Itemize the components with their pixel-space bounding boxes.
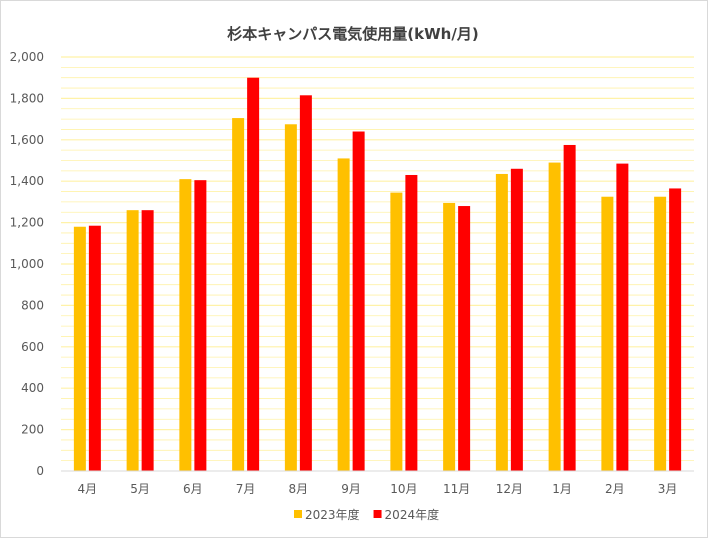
x-tick-label: 6月 (183, 482, 203, 496)
bar-2023年度-9月 (337, 158, 350, 471)
y-tick-label: 600 (21, 340, 44, 354)
gridlines (61, 56, 694, 462)
bars (73, 77, 682, 472)
chart-title: 杉本キャンパス電気使用量(kWh/月) (227, 25, 478, 43)
bar-2023年度-12月 (495, 173, 508, 471)
x-tick-label: 7月 (236, 482, 256, 496)
x-tick-label: 4月 (78, 482, 98, 496)
y-tick-label: 200 (21, 423, 44, 437)
x-tick-label: 8月 (289, 482, 309, 496)
legend-label: 2023年度 (305, 507, 360, 522)
bar-2023年度-1月 (548, 162, 561, 471)
y-tick-label: 1,400 (10, 174, 44, 188)
legend-label: 2024年度 (385, 507, 440, 522)
bar-2023年度-5月 (126, 210, 139, 471)
bar-2024年度-12月 (510, 168, 523, 471)
y-tick-label: 800 (21, 298, 44, 312)
y-tick-label: 1,600 (10, 133, 44, 147)
y-tick-label: 0 (36, 464, 44, 478)
bar-2023年度-8月 (284, 124, 297, 472)
y-tick-label: 2,000 (10, 50, 44, 64)
bar-2023年度-4月 (73, 226, 86, 471)
bar-2024年度-9月 (352, 131, 365, 471)
bar-2024年度-3月 (669, 188, 682, 471)
x-tick-label: 9月 (341, 482, 361, 496)
y-tick-label: 1,200 (10, 216, 44, 230)
x-tick-label: 11月 (443, 482, 470, 496)
x-tick-label: 12月 (496, 482, 523, 496)
x-tick-label: 3月 (658, 482, 678, 496)
x-tick-label: 10月 (390, 482, 417, 496)
bar-2024年度-4月 (88, 225, 101, 471)
bar-2023年度-6月 (179, 179, 192, 471)
bar-2023年度-2月 (601, 196, 614, 471)
x-tick-label: 5月 (130, 482, 150, 496)
bar-2024年度-7月 (247, 77, 260, 471)
x-axis: 4月 5月 6月 7月 8月 9月 10月 11月 12月 1月 2月 3月 (61, 470, 694, 496)
y-tick-label: 1,800 (10, 91, 44, 105)
y-tick-label: 400 (21, 381, 44, 395)
bar-2024年度-5月 (141, 210, 154, 471)
bar-2023年度-7月 (232, 118, 245, 471)
bar-2024年度-8月 (299, 95, 312, 472)
bar-2023年度-10月 (390, 192, 403, 471)
legend-swatch (373, 510, 382, 518)
legend-swatch (294, 510, 302, 518)
x-tick-label: 2月 (605, 482, 625, 496)
bar-2023年度-11月 (443, 202, 456, 471)
y-axis-tick-labels: 0 200 400 600 800 1,000 1,200 1,400 1,600 1,800 2,… (10, 50, 44, 478)
bar-2023年度-3月 (654, 196, 667, 471)
bar-2024年度-6月 (194, 180, 207, 472)
legend: 2023年度 2024年度 (294, 507, 439, 522)
bar-2024年度-11月 (458, 206, 471, 472)
bar-2024年度-10月 (405, 174, 418, 472)
y-tick-label: 1,000 (10, 257, 44, 271)
bar-2024年度-2月 (616, 163, 629, 472)
x-tick-label: 1月 (552, 482, 572, 496)
bar-2024年度-1月 (563, 144, 576, 471)
